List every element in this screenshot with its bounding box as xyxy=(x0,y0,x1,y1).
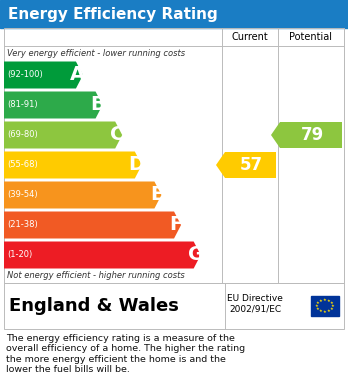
Polygon shape xyxy=(4,151,142,179)
Text: 79: 79 xyxy=(300,126,324,144)
Text: Not energy efficient - higher running costs: Not energy efficient - higher running co… xyxy=(7,271,185,280)
Polygon shape xyxy=(4,61,83,88)
Text: (21-38): (21-38) xyxy=(7,221,38,230)
Polygon shape xyxy=(4,242,201,269)
Text: (39-54): (39-54) xyxy=(7,190,38,199)
Text: Current: Current xyxy=(232,32,268,42)
Text: ★: ★ xyxy=(330,307,334,311)
Text: England & Wales: England & Wales xyxy=(9,297,179,315)
Text: ★: ★ xyxy=(316,307,320,311)
Text: ★: ★ xyxy=(323,298,327,302)
Text: (55-68): (55-68) xyxy=(7,160,38,170)
Text: 57: 57 xyxy=(240,156,263,174)
Text: D: D xyxy=(129,156,145,174)
Text: ★: ★ xyxy=(327,309,331,313)
Text: The energy efficiency rating is a measure of the
overall efficiency of a home. T: The energy efficiency rating is a measur… xyxy=(6,334,245,374)
Text: ★: ★ xyxy=(327,299,331,303)
Text: Energy Efficiency Rating: Energy Efficiency Rating xyxy=(8,7,218,22)
Polygon shape xyxy=(4,122,122,149)
Text: C: C xyxy=(110,126,124,145)
Bar xyxy=(4,283,344,329)
Text: EU Directive
2002/91/EC: EU Directive 2002/91/EC xyxy=(227,294,283,314)
Text: Very energy efficient - lower running costs: Very energy efficient - lower running co… xyxy=(7,50,185,59)
Text: B: B xyxy=(90,95,105,115)
Polygon shape xyxy=(271,122,342,148)
Text: ★: ★ xyxy=(319,299,323,303)
Text: (81-91): (81-91) xyxy=(7,100,38,109)
Text: ★: ★ xyxy=(315,304,319,308)
Text: (69-80): (69-80) xyxy=(7,131,38,140)
Polygon shape xyxy=(4,212,181,239)
Text: ★: ★ xyxy=(319,309,323,313)
Text: Potential: Potential xyxy=(290,32,332,42)
Text: F: F xyxy=(169,215,183,235)
Polygon shape xyxy=(4,181,161,208)
Text: ★: ★ xyxy=(316,301,320,305)
Bar xyxy=(4,28,344,283)
Bar xyxy=(311,296,339,316)
Text: A: A xyxy=(70,66,86,84)
Text: ★: ★ xyxy=(330,301,334,305)
Text: E: E xyxy=(150,185,163,204)
Text: ★: ★ xyxy=(323,310,327,314)
Polygon shape xyxy=(216,152,276,178)
Text: ★: ★ xyxy=(331,304,335,308)
Text: (1-20): (1-20) xyxy=(7,251,32,260)
Text: (92-100): (92-100) xyxy=(7,70,43,79)
Polygon shape xyxy=(4,91,103,118)
Bar xyxy=(0,0,348,28)
Text: G: G xyxy=(188,246,204,264)
